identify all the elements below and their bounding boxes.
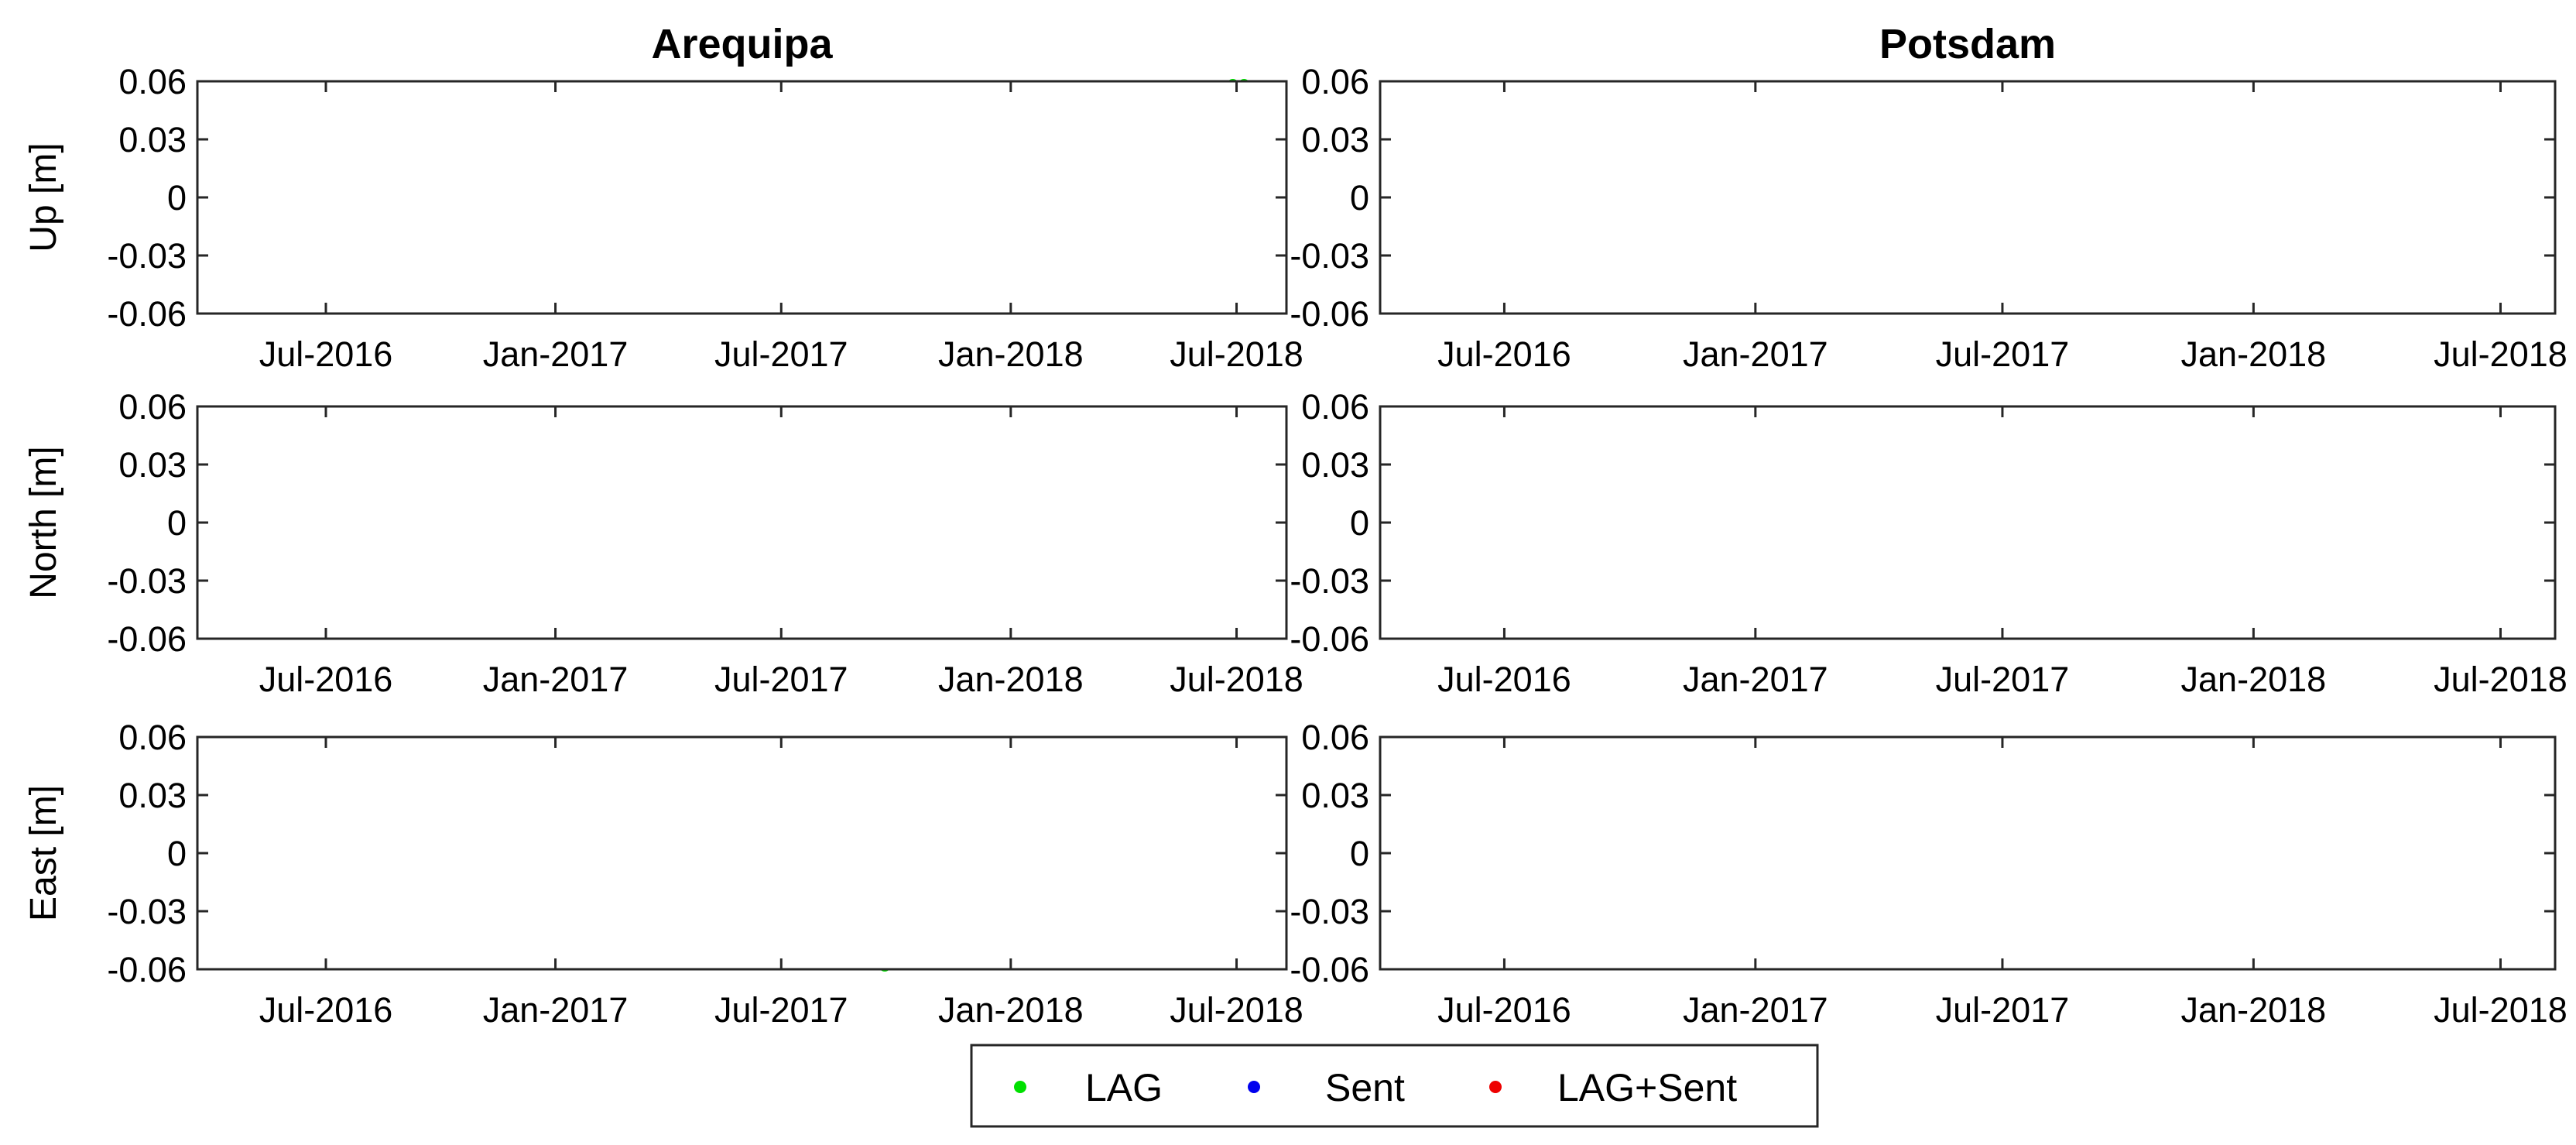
y-tick-label: 0 <box>1350 834 1369 873</box>
axes-frame <box>1379 405 2557 640</box>
x-tick-label: Jan-2017 <box>1683 334 1828 374</box>
x-tick-label: Jul-2016 <box>259 990 393 1030</box>
legend: LAG Sent LAG+Sent <box>970 1044 1819 1128</box>
y-tick-label: 0.03 <box>1301 776 1369 815</box>
x-tick-label: Jul-2018 <box>1170 660 1303 699</box>
panels: Jul-2016 Jan-2017 Jul-2017 Jan-2018 Jul-2018… <box>23 21 2567 1030</box>
x-tick-label: Jan-2018 <box>2181 334 2327 374</box>
y-tick-label: 0 <box>167 834 187 873</box>
y-tick-label: 0 <box>167 503 187 543</box>
panel-6: Jul-2016 Jan-2017 Jul-2017 Jan-2018 Jul-2018… <box>1290 718 2567 1030</box>
y-tick-label: 0.06 <box>1301 718 1369 757</box>
y-tick-label: 0 <box>1350 503 1369 543</box>
axes-frame <box>196 405 1288 640</box>
x-tick-label: Jul-2017 <box>1936 990 2070 1030</box>
x-tick-label: Jul-2017 <box>1936 660 2070 699</box>
legend-label-lag-sent: LAG+Sent <box>1557 1066 1737 1109</box>
x-tick-label: Jan-2018 <box>938 334 1084 374</box>
panel-3: Jul-2016 Jan-2017 Jul-2017 Jan-2018 Jul-2018… <box>23 387 1303 699</box>
y-tick-label: -0.06 <box>107 294 187 334</box>
y-tick-label: 0.03 <box>118 445 187 485</box>
panel-2: Jul-2016 Jan-2017 Jul-2017 Jan-2018 Jul-2018… <box>1290 21 2567 374</box>
legend-marker-sent <box>1248 1081 1260 1093</box>
y-tick-label: 0.03 <box>1301 445 1369 485</box>
y-tick-label: -0.06 <box>107 619 187 659</box>
panel-1: Jul-2016 Jan-2017 Jul-2017 Jan-2018 Jul-2018… <box>23 21 1303 374</box>
y-tick-label: 0.03 <box>118 776 187 815</box>
x-tick-label: Jul-2016 <box>259 660 393 699</box>
x-tick-label: Jan-2018 <box>938 990 1084 1030</box>
y-tick-label: -0.06 <box>1290 950 1369 989</box>
y-tick-label: -0.03 <box>1290 561 1369 601</box>
y-tick-label: 0.03 <box>118 120 187 159</box>
x-tick-label: Jul-2017 <box>714 334 848 374</box>
y-tick-label: 0 <box>1350 178 1369 218</box>
x-tick-label: Jan-2018 <box>2181 660 2327 699</box>
x-tick-label: Jul-2018 <box>2434 990 2567 1030</box>
y-axis-label: Up [m] <box>23 142 64 252</box>
y-tick-label: -0.03 <box>107 236 187 276</box>
y-tick-label: -0.06 <box>107 950 187 989</box>
axes-frame <box>196 80 1288 315</box>
x-tick-label: Jan-2018 <box>2181 990 2327 1030</box>
y-tick-label: -0.06 <box>1290 294 1369 334</box>
x-tick-label: Jul-2016 <box>1437 990 1571 1030</box>
y-tick-label: -0.03 <box>107 561 187 601</box>
y-tick-label: 0.06 <box>1301 387 1369 427</box>
legend-marker-lag-sent <box>1489 1081 1502 1093</box>
legend-box <box>970 1044 1819 1128</box>
y-axis-label: East [m] <box>23 785 64 921</box>
y-tick-label: -0.03 <box>107 892 187 931</box>
x-tick-label: Jan-2017 <box>1683 660 1828 699</box>
y-tick-label: -0.03 <box>1290 236 1369 276</box>
x-tick-label: Jul-2017 <box>1936 334 2070 374</box>
panel-5: Jul-2016 Jan-2017 Jul-2017 Jan-2018 Jul-2018… <box>23 718 1303 1030</box>
x-tick-label: Jul-2018 <box>1170 990 1303 1030</box>
y-tick-label: -0.03 <box>1290 892 1369 931</box>
x-tick-label: Jul-2018 <box>2434 660 2567 699</box>
panel-4: Jul-2016 Jan-2017 Jul-2017 Jan-2018 Jul-2018… <box>1290 387 2567 699</box>
panel-title: Potsdam <box>1879 21 2056 67</box>
y-tick-label: 0.06 <box>118 718 187 757</box>
y-tick-label: 0.06 <box>1301 62 1369 101</box>
x-tick-label: Jul-2018 <box>1170 334 1303 374</box>
x-tick-label: Jul-2017 <box>714 990 848 1030</box>
x-tick-label: Jul-2018 <box>2434 334 2567 374</box>
x-tick-label: Jul-2016 <box>259 334 393 374</box>
x-tick-label: Jan-2017 <box>483 990 629 1030</box>
y-tick-label: -0.06 <box>1290 619 1369 659</box>
x-tick-label: Jul-2016 <box>1437 660 1571 699</box>
y-tick-label: 0.06 <box>118 62 187 101</box>
x-tick-label: Jul-2016 <box>1437 334 1571 374</box>
y-tick-label: 0.03 <box>1301 120 1369 159</box>
axes-frame <box>1379 735 2557 971</box>
axes-frame <box>1379 80 2557 315</box>
x-tick-label: Jan-2018 <box>938 660 1084 699</box>
panel-title: Arequipa <box>651 21 833 67</box>
axes-frame <box>196 735 1288 971</box>
legend-label-lag: LAG <box>1085 1066 1163 1109</box>
x-tick-label: Jan-2017 <box>1683 990 1828 1030</box>
legend-marker-lag <box>1014 1081 1026 1093</box>
x-tick-label: Jan-2017 <box>483 334 629 374</box>
y-tick-label: 0.06 <box>118 387 187 427</box>
x-tick-label: Jul-2017 <box>714 660 848 699</box>
x-tick-label: Jan-2017 <box>483 660 629 699</box>
legend-label-sent: Sent <box>1325 1066 1405 1109</box>
y-tick-label: 0 <box>167 178 187 218</box>
y-axis-label: North [m] <box>23 446 64 598</box>
